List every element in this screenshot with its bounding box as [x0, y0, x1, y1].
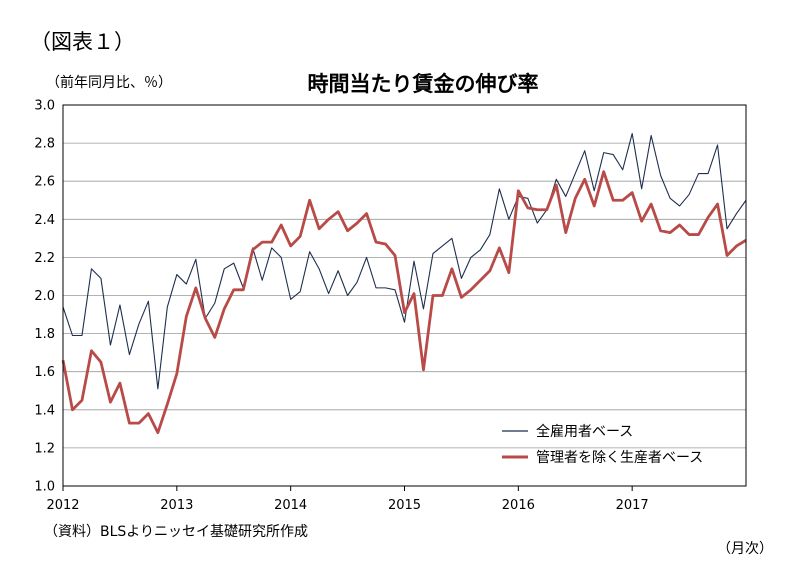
gridlines — [63, 142, 746, 449]
plot-frame — [62, 104, 747, 487]
y-axis-unit-label: （前年同月比、％） — [46, 75, 172, 91]
x-axis-unit-label: （月次） — [717, 541, 773, 557]
y-tick-label: 1.8 — [34, 327, 55, 342]
y-tick-label: 2.4 — [34, 213, 55, 228]
y-tick-label: 1.4 — [34, 403, 55, 418]
chart-title: 時間当たり賃金の伸び率 — [307, 72, 539, 96]
x-tick-label: 2017 — [616, 498, 649, 513]
legend-label-all-employees: 全雇用者ベース — [536, 424, 634, 440]
y-tick-labels: 1.0 1.2 1.4 1.6 1.8 2.0 2.2 2.4 2.6 2.8 3.0 — [34, 99, 55, 495]
series-lines — [61, 133, 747, 435]
series-line-production-workers — [61, 170, 747, 435]
legend-item-production-workers: 管理者を除く生産者ベース — [502, 444, 703, 470]
legend-item-all-employees: 全雇用者ベース — [502, 418, 703, 444]
y-tick-label: 3.0 — [34, 99, 55, 114]
legend-label-production-workers: 管理者を除く生産者ベース — [536, 450, 704, 466]
y-tick-label: 1.2 — [34, 441, 55, 456]
x-tick-label: 2012 — [46, 498, 79, 513]
legend-swatch-all-employees — [502, 430, 528, 432]
y-tick-label: 2.8 — [34, 137, 55, 152]
figure-label: （図表１） — [30, 30, 135, 54]
x-tick-label: 2015 — [388, 498, 421, 513]
legend: 全雇用者ベース 管理者を除く生産者ベース — [502, 418, 703, 470]
source-note: （資料）BLSよりニッセイ基礎研究所作成 — [44, 524, 309, 540]
x-tick-label: 2013 — [160, 498, 193, 513]
legend-swatch-production-workers — [502, 455, 528, 459]
x-tick-label: 2016 — [502, 498, 535, 513]
x-tick-labels: 2012 2013 2014 2015 2016 2017 — [46, 486, 649, 513]
y-tick-label: 1.6 — [34, 365, 55, 380]
x-tick-label: 2014 — [274, 498, 307, 513]
y-tick-label: 2.2 — [34, 251, 55, 266]
y-tick-label: 2.6 — [34, 175, 55, 190]
series-line-all-employees — [62, 133, 747, 390]
y-tick-label: 1.0 — [34, 480, 55, 495]
y-tick-label: 2.0 — [34, 289, 55, 304]
